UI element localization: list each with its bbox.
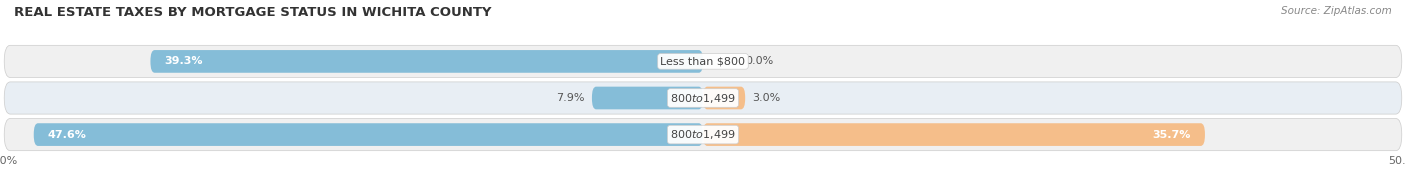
FancyBboxPatch shape [150,50,703,73]
Text: $800 to $1,499: $800 to $1,499 [671,128,735,141]
Text: Less than $800: Less than $800 [661,56,745,66]
Text: REAL ESTATE TAXES BY MORTGAGE STATUS IN WICHITA COUNTY: REAL ESTATE TAXES BY MORTGAGE STATUS IN … [14,6,492,19]
Text: 3.0%: 3.0% [752,93,780,103]
Text: 39.3%: 39.3% [165,56,202,66]
FancyBboxPatch shape [34,123,703,146]
FancyBboxPatch shape [4,82,1402,114]
FancyBboxPatch shape [4,119,1402,151]
Text: 47.6%: 47.6% [48,130,87,140]
FancyBboxPatch shape [592,87,703,109]
FancyBboxPatch shape [703,123,1205,146]
Text: Source: ZipAtlas.com: Source: ZipAtlas.com [1281,6,1392,16]
Text: $800 to $1,499: $800 to $1,499 [671,92,735,104]
Text: 35.7%: 35.7% [1153,130,1191,140]
FancyBboxPatch shape [4,45,1402,77]
Text: 7.9%: 7.9% [557,93,585,103]
Text: 0.0%: 0.0% [745,56,773,66]
FancyBboxPatch shape [703,87,745,109]
